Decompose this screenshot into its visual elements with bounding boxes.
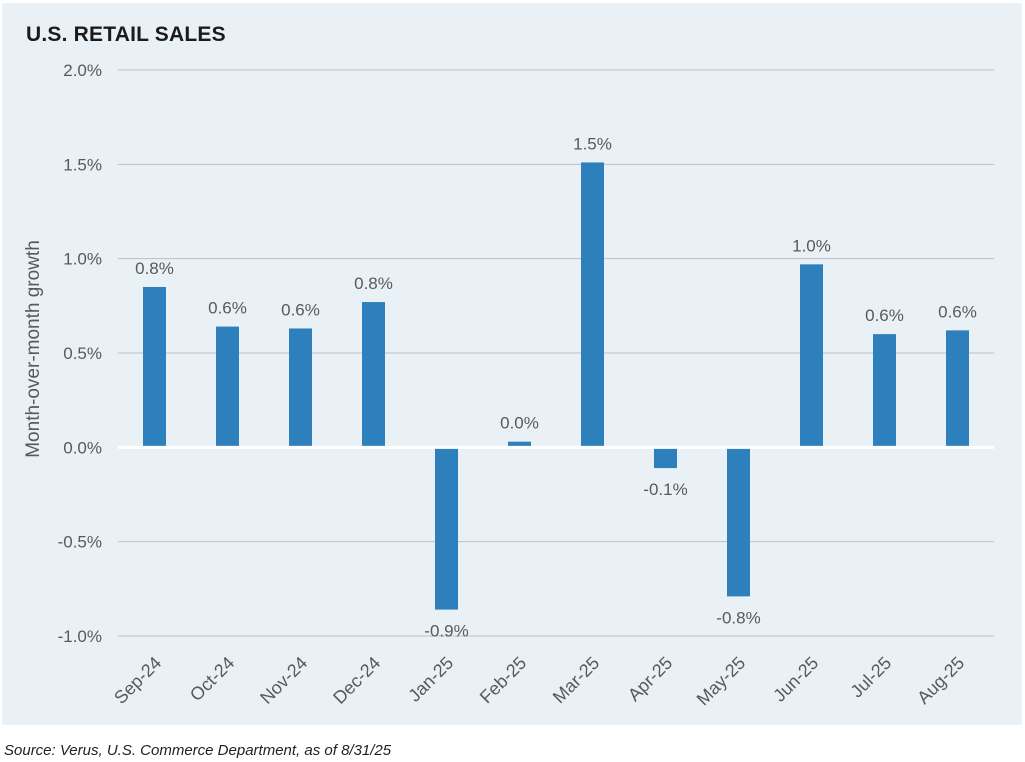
y-tick-label: 1.5% bbox=[63, 155, 102, 174]
data-label: 0.6% bbox=[865, 306, 904, 325]
y-tick-label: 0.0% bbox=[63, 438, 102, 457]
bar bbox=[216, 326, 239, 448]
x-tick-label: Aug-25 bbox=[913, 653, 968, 708]
bar bbox=[143, 286, 166, 448]
data-label: -0.1% bbox=[643, 480, 687, 499]
data-label: 0.0% bbox=[500, 414, 539, 433]
data-label: 0.6% bbox=[208, 299, 247, 318]
bar bbox=[800, 264, 823, 448]
bar bbox=[289, 328, 312, 448]
bar bbox=[581, 162, 604, 448]
x-tick-label: Oct-24 bbox=[186, 653, 238, 705]
y-tick-label: -1.0% bbox=[58, 627, 102, 646]
bar bbox=[727, 447, 750, 597]
data-label: 1.5% bbox=[573, 134, 612, 153]
x-tick-label: Jun-25 bbox=[769, 653, 822, 706]
bar bbox=[362, 302, 385, 448]
x-tick-label: Mar-25 bbox=[549, 653, 603, 707]
chart-title: U.S. RETAIL SALES bbox=[26, 23, 226, 46]
bar bbox=[435, 447, 458, 610]
source-note: Source: Verus, U.S. Commerce Department,… bbox=[4, 742, 392, 759]
x-tick-label: Jan-25 bbox=[404, 653, 457, 706]
x-tick-label: Feb-25 bbox=[476, 653, 530, 707]
y-tick-label: 0.5% bbox=[63, 344, 102, 363]
x-tick-label: Jul-25 bbox=[847, 653, 896, 702]
y-axis-title: Month-over-month growth bbox=[23, 240, 44, 458]
data-label: -0.8% bbox=[716, 608, 760, 627]
bar bbox=[508, 441, 531, 448]
y-tick-label: 2.0% bbox=[63, 61, 102, 80]
x-tick-label: Sep-24 bbox=[110, 653, 165, 708]
data-label: -0.9% bbox=[424, 622, 468, 641]
y-tick-label: 1.0% bbox=[63, 250, 102, 269]
x-tick-label: Apr-25 bbox=[624, 653, 676, 705]
data-label: 0.8% bbox=[135, 259, 174, 278]
data-label: 0.6% bbox=[281, 300, 320, 319]
bar bbox=[654, 447, 677, 469]
data-label: 1.0% bbox=[792, 236, 831, 255]
bar bbox=[873, 334, 896, 448]
bar bbox=[946, 330, 969, 448]
x-tick-label: Nov-24 bbox=[256, 653, 311, 708]
data-label: 0.6% bbox=[938, 302, 977, 321]
x-tick-label: Dec-24 bbox=[329, 653, 384, 708]
y-tick-label: -0.5% bbox=[58, 533, 102, 552]
data-label: 0.8% bbox=[354, 274, 393, 293]
x-tick-label: May-25 bbox=[693, 653, 750, 710]
chart-panel: U.S. RETAIL SALES bbox=[2, 3, 1022, 725]
bar-chart: 2.0% 1.5% 1.0% 0.5% 0.0% -0.5% -1.0% Month-over… bbox=[23, 61, 994, 710]
